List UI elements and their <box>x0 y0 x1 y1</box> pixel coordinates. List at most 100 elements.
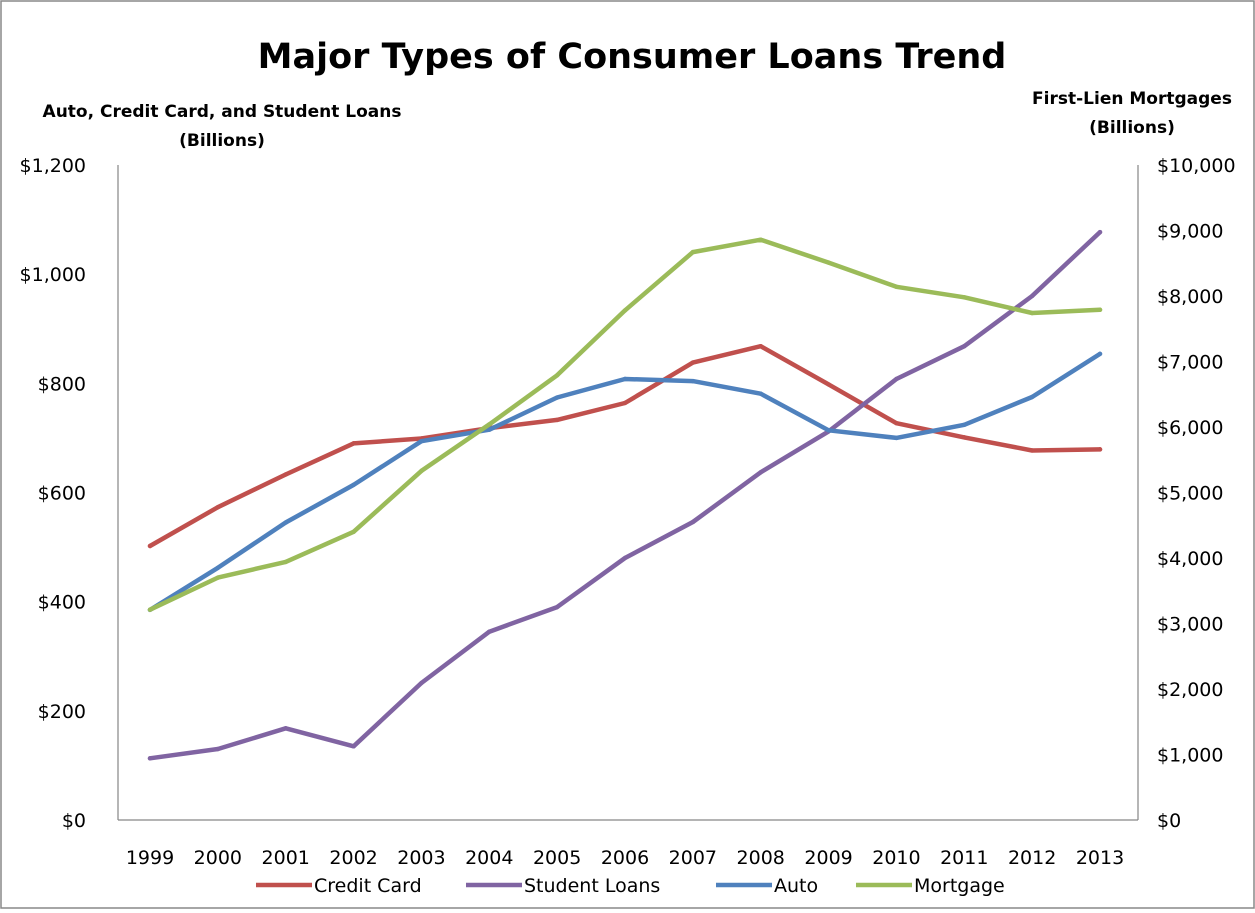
x-tick-label: 2013 <box>1076 847 1124 869</box>
legend-label-auto: Auto <box>774 875 818 897</box>
left-tick-label: $0 <box>62 810 86 832</box>
data-point-credit-card <box>758 344 763 349</box>
data-point-mortgage <box>894 284 899 290</box>
data-point-auto <box>894 435 899 441</box>
data-point-student-loans <box>283 726 288 731</box>
legend-label-credit-card: Credit Card <box>314 875 422 897</box>
x-tick-label: 2004 <box>465 847 513 869</box>
legend-label-student-loans: Student Loans <box>524 875 660 897</box>
right-tick-label: $10,000 <box>1157 155 1236 177</box>
data-point-credit-card <box>351 441 356 446</box>
data-point-student-loans <box>894 376 899 382</box>
right-tick-label: $5,000 <box>1157 483 1223 505</box>
x-tick-label: 2011 <box>940 847 988 869</box>
x-tick-label: 2002 <box>329 847 377 869</box>
data-point-credit-card <box>1029 448 1035 453</box>
left-axis-label-line2: (Billions) <box>179 131 265 151</box>
data-point-auto <box>283 520 288 525</box>
data-point-mortgage <box>147 607 153 612</box>
x-tick-label: 2008 <box>737 847 785 869</box>
data-point-auto <box>1029 394 1035 400</box>
x-tick-label: 2000 <box>194 847 242 869</box>
data-point-auto <box>690 378 696 384</box>
left-tick-label: $1,000 <box>20 264 86 286</box>
data-point-mortgage <box>1029 310 1035 316</box>
data-point-mortgage <box>351 529 356 534</box>
left-tick-label: $600 <box>38 483 86 505</box>
data-point-mortgage <box>758 237 763 242</box>
data-point-auto <box>554 395 560 400</box>
left-tick-label: $800 <box>38 373 86 395</box>
plot-area: $0 $200 $400 $600 $800 $1,000 $1,200 $0 $1,000 $2… <box>20 155 1236 897</box>
x-tick-label: 2007 <box>669 847 717 869</box>
data-point-credit-card <box>554 417 560 423</box>
left-tick-label: $400 <box>38 592 86 614</box>
data-point-credit-card <box>622 400 628 406</box>
data-point-credit-card <box>826 382 831 387</box>
data-point-credit-card <box>215 505 221 510</box>
data-point-student-loans <box>215 746 221 752</box>
legend-label-mortgage: Mortgage <box>914 875 1005 897</box>
right-axis-label-line1: First-Lien Mortgages <box>1032 89 1232 109</box>
x-tick-label: 2003 <box>397 847 445 869</box>
right-tick-label: $2,000 <box>1157 679 1223 701</box>
x-tick-label: 2010 <box>872 847 920 869</box>
data-point-student-loans <box>147 756 153 761</box>
data-point-student-loans <box>1097 229 1103 235</box>
data-point-auto <box>962 422 967 428</box>
left-tick-label: $1,200 <box>20 155 86 177</box>
left-tick-label: $200 <box>38 701 86 723</box>
chart-title: Major Types of Consumer Loans Trend <box>258 37 1007 77</box>
data-point-credit-card <box>894 420 899 426</box>
data-point-credit-card <box>690 360 696 365</box>
data-point-credit-card <box>283 472 288 477</box>
right-tick-label: $6,000 <box>1157 417 1223 439</box>
right-tick-label: $3,000 <box>1157 614 1223 636</box>
right-axis-label-line2: (Billions) <box>1089 118 1175 138</box>
data-point-auto <box>1097 351 1103 357</box>
data-point-auto <box>487 427 492 432</box>
data-point-auto <box>351 482 356 488</box>
data-point-mortgage <box>1097 307 1103 312</box>
data-point-student-loans <box>962 344 967 349</box>
data-point-mortgage <box>554 373 560 378</box>
data-point-mortgage <box>826 260 831 265</box>
data-point-auto <box>215 565 221 571</box>
data-point-auto <box>826 428 831 433</box>
right-tick-label: $1,000 <box>1157 745 1223 767</box>
data-point-auto <box>419 438 424 444</box>
data-point-mortgage <box>215 575 221 580</box>
data-point-auto <box>758 391 763 396</box>
data-point-credit-card <box>962 435 967 440</box>
data-point-student-loans <box>758 470 763 475</box>
x-tick-label: 2005 <box>533 847 581 869</box>
left-axis-label-line1: Auto, Credit Card, and Student Loans <box>43 102 402 122</box>
data-point-credit-card <box>147 543 153 549</box>
data-point-student-loans <box>554 604 560 610</box>
right-tick-label: $9,000 <box>1157 221 1223 243</box>
data-point-mortgage <box>419 468 424 474</box>
data-point-student-loans <box>1029 293 1035 299</box>
data-point-auto <box>622 376 628 382</box>
data-point-student-loans <box>351 744 356 749</box>
right-tick-label: $8,000 <box>1157 286 1223 308</box>
data-point-mortgage <box>962 295 967 300</box>
right-tick-label: $4,000 <box>1157 548 1223 570</box>
x-tick-label: 2009 <box>804 847 852 869</box>
right-tick-label: $7,000 <box>1157 352 1223 374</box>
data-point-mortgage <box>690 249 696 255</box>
data-point-mortgage <box>622 308 628 313</box>
right-tick-label: $0 <box>1157 810 1181 832</box>
data-point-mortgage <box>487 422 492 427</box>
data-point-student-loans <box>419 680 424 686</box>
x-tick-label: 1999 <box>126 847 174 869</box>
data-point-credit-card <box>1097 447 1103 452</box>
x-tick-label: 2006 <box>601 847 649 869</box>
data-point-mortgage <box>283 559 288 565</box>
data-point-student-loans <box>622 555 628 561</box>
data-point-student-loans <box>690 519 696 525</box>
x-tick-label: 2012 <box>1008 847 1056 869</box>
